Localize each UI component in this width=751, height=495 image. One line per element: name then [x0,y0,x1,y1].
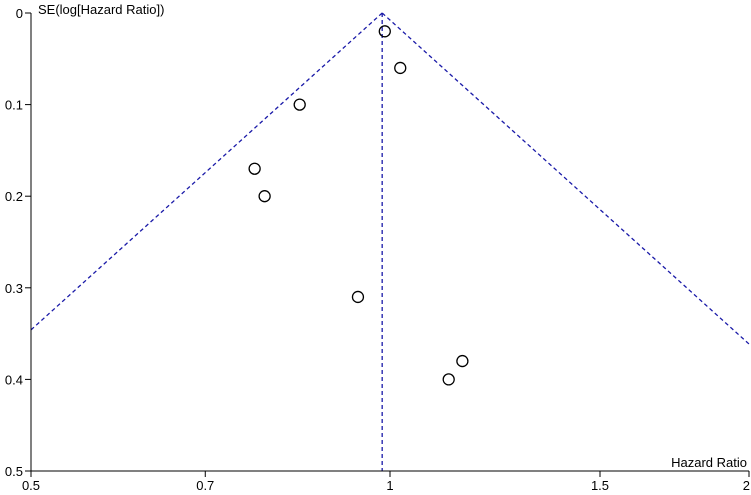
funnel-left-limit-line [30,12,383,331]
y-tick-label: 0.1 [5,98,23,113]
y-axis-title: SE(log[Hazard Ratio]) [38,2,164,17]
x-tick-label: 1 [386,478,393,493]
funnel-right-limit-line [381,12,750,345]
x-tick-label: 1.5 [591,478,609,493]
y-tick-label: 0.3 [5,281,23,296]
study-point [378,25,391,38]
y-tick-label: 0.2 [5,189,23,204]
study-point [248,162,261,175]
y-tick-label: 0.5 [5,464,23,479]
data-points [248,25,469,386]
x-tick-label: 0.5 [22,478,40,493]
study-point [293,98,306,111]
x-axis-title: Hazard Ratio [671,455,747,470]
study-point [351,290,365,304]
study-point [394,61,407,75]
y-tick-label: 0.4 [5,372,23,387]
study-point [456,354,469,368]
x-tick-label: 2 [743,478,750,493]
funnel-lines [30,12,750,471]
y-tick-label: 0 [16,6,23,21]
y-axis: 0 0.1 0.2 0.3 0.4 0.5 [5,6,32,479]
study-point [442,373,455,386]
x-axis: 0.5 0.7 1 1.5 2 [22,470,750,493]
study-point [258,190,271,203]
x-tick-label: 0.7 [196,478,214,493]
